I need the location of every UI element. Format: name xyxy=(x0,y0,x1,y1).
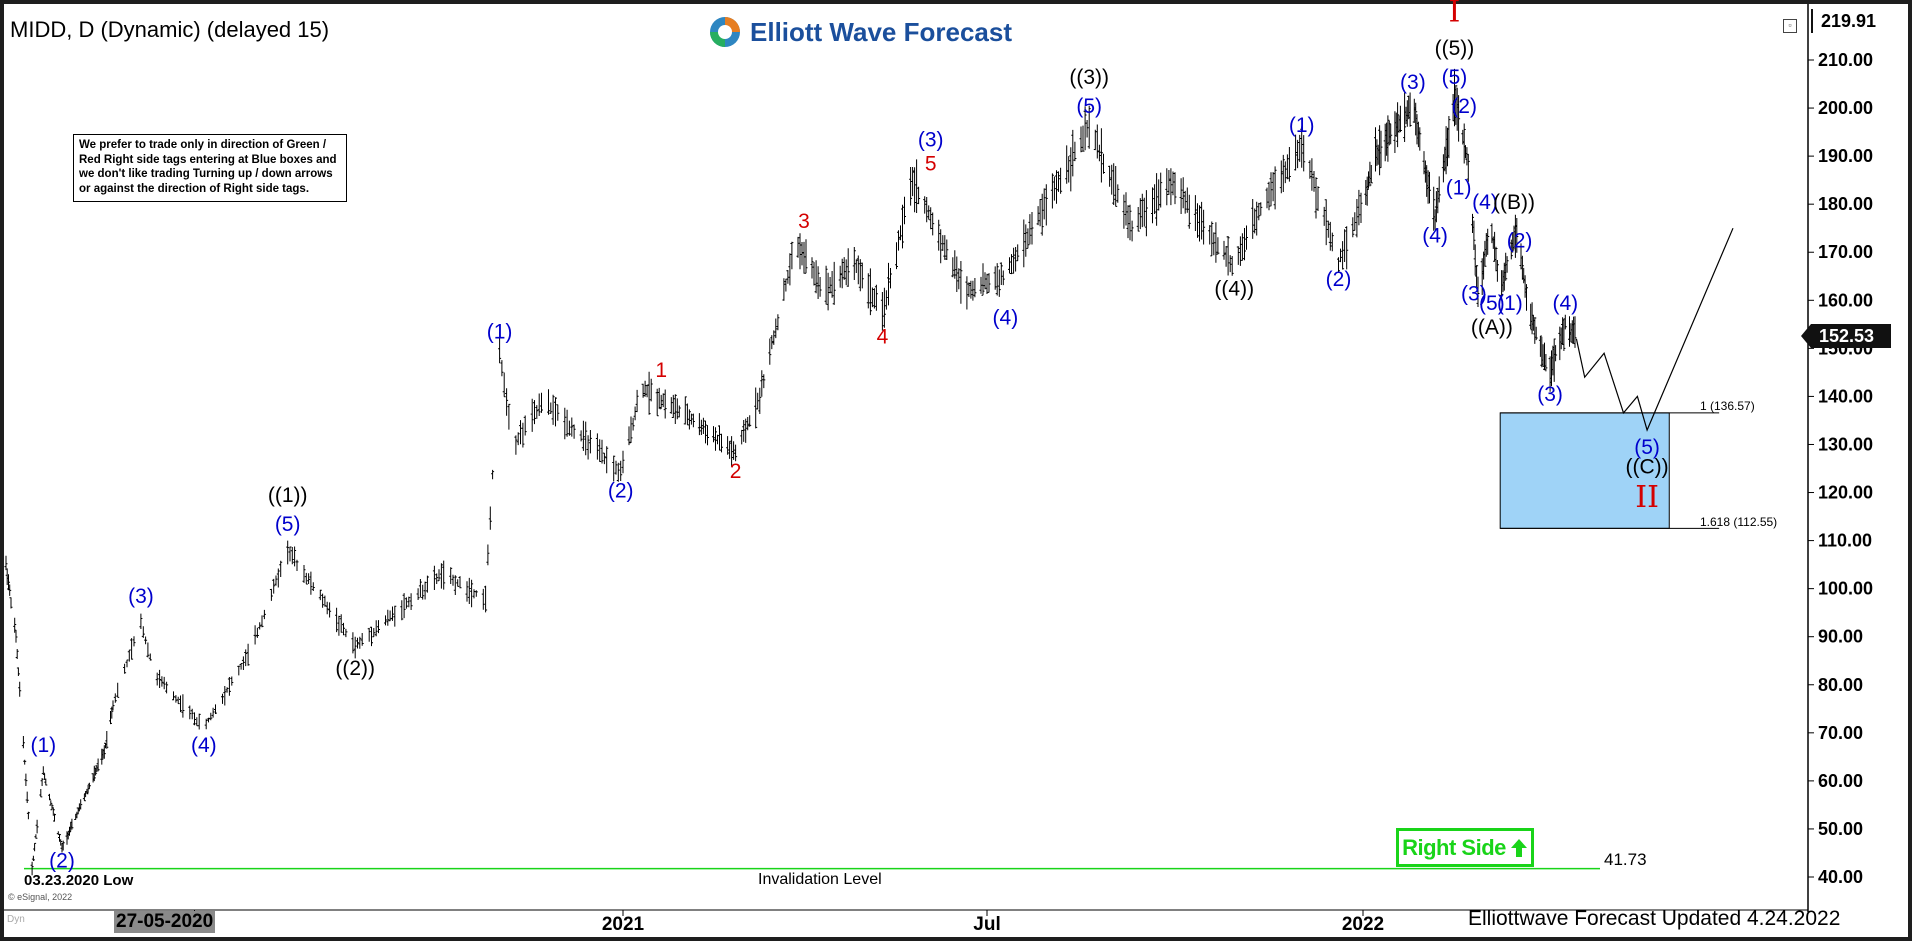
right-side-badge: Right Side xyxy=(1396,828,1534,867)
y-tick-label: 210.00 xyxy=(1818,50,1873,70)
wave-label: (3) xyxy=(1461,282,1487,305)
wave-label: 3 xyxy=(798,210,810,233)
wave-label: ((B)) xyxy=(1493,191,1535,214)
wave-label: (2) xyxy=(608,479,634,502)
wave-label: (4) xyxy=(1422,225,1448,248)
esignal-copyright: © eSignal, 2022 xyxy=(8,892,73,902)
wave-label: (3) xyxy=(1537,383,1563,406)
y-tick-label: 170.00 xyxy=(1818,242,1873,262)
brand-logo-icon xyxy=(710,17,740,47)
x-tick-label: 2022 xyxy=(1342,914,1384,935)
wave-label: 5 xyxy=(925,153,937,176)
wave-label: (1) xyxy=(30,734,56,757)
x-tick-label: 2021 xyxy=(602,914,645,935)
wave-label: (4) xyxy=(993,306,1019,329)
wave-label: (2) xyxy=(1451,95,1477,118)
wave-label: (4) xyxy=(1472,191,1498,214)
invalidation-value: 41.73 xyxy=(1604,850,1647,869)
y-tick-label: 100.00 xyxy=(1818,579,1873,599)
wave-label: 2 xyxy=(730,460,742,483)
wave-label: ((4)) xyxy=(1214,277,1254,300)
top-price-badge: 219.91 xyxy=(1811,9,1889,33)
dyn-mark: Dyn xyxy=(7,914,25,925)
wave-label: (1) xyxy=(487,321,513,344)
wave-label: (4) xyxy=(1552,292,1578,315)
invalidation-label: Invalidation Level xyxy=(758,871,882,888)
wave-label: I xyxy=(1449,0,1461,30)
right-side-label: Right Side xyxy=(1402,834,1506,860)
wave-label: (1) xyxy=(1446,177,1472,200)
fib-1-label: 1 (136.57) xyxy=(1700,399,1755,413)
y-tick-label: 130.00 xyxy=(1818,434,1873,454)
wave-label: ((A)) xyxy=(1471,316,1513,339)
y-tick-label: 190.00 xyxy=(1818,146,1873,166)
y-tick-label: 140.00 xyxy=(1818,386,1873,406)
y-tick-label: 60.00 xyxy=(1818,771,1863,791)
wave-label: (2) xyxy=(1326,268,1352,291)
low-date-label: 03.23.2020 Low xyxy=(24,872,134,889)
updated-text: Elliottwave Forecast Updated 4.24.2022 xyxy=(1468,907,1841,930)
wave-label: II xyxy=(1635,480,1659,515)
wave-label: (2) xyxy=(49,849,75,872)
wave-label: 4 xyxy=(877,326,889,349)
fib-1618-label: 1.618 (112.55) xyxy=(1700,515,1778,529)
wave-label: (3) xyxy=(1400,71,1426,94)
symbol-title: MIDD, D (Dynamic) (delayed 15) xyxy=(10,17,330,42)
y-tick-label: 160.00 xyxy=(1818,290,1873,310)
y-tick-label: 70.00 xyxy=(1818,723,1863,743)
wave-label: ((3)) xyxy=(1069,66,1109,89)
y-tick-label: 200.00 xyxy=(1818,98,1873,118)
trading-note: We prefer to trade only in direction of … xyxy=(73,134,347,202)
last-price-badge: 152.53 xyxy=(1801,324,1891,348)
y-tick-label: 110.00 xyxy=(1818,531,1872,551)
wave-label: ((5)) xyxy=(1435,37,1475,60)
wave-label: 1 xyxy=(655,359,667,382)
y-tick-label: 90.00 xyxy=(1818,627,1863,647)
y-tick-label: 180.00 xyxy=(1818,194,1873,214)
wave-label: (2) xyxy=(1507,229,1533,252)
wave-label: ((1)) xyxy=(268,484,308,507)
y-tick-label: 120.00 xyxy=(1818,483,1873,503)
x-tick-label: Jul xyxy=(973,914,1000,935)
cursor-date: 27-05-2020 xyxy=(114,911,216,933)
ohlc-bars xyxy=(4,68,1577,876)
blue-box-zone xyxy=(1499,412,1670,529)
wave-label: (5) xyxy=(1076,95,1102,118)
y-tick-label: 50.00 xyxy=(1818,819,1863,839)
wave-label: ((C)) xyxy=(1626,455,1669,478)
wave-label: ((2)) xyxy=(335,657,375,680)
wave-label: (5) xyxy=(1634,436,1660,459)
wave-label: (1) xyxy=(1497,292,1523,315)
y-tick-label: 40.00 xyxy=(1818,867,1863,887)
wave-label: (5) xyxy=(1442,66,1468,89)
up-arrow-icon xyxy=(1510,838,1527,857)
brand-name: Elliott Wave Forecast xyxy=(750,16,1012,47)
price-bars xyxy=(4,68,1577,876)
brand-logo: Elliott Wave Forecast xyxy=(708,15,1012,49)
wave-label: (4) xyxy=(191,734,217,757)
wave-label: (1) xyxy=(1289,114,1315,137)
wave-label: (5) xyxy=(1479,292,1505,315)
wave-label: (5) xyxy=(275,513,301,536)
wave-label: (3) xyxy=(918,129,944,152)
y-tick-label: 80.00 xyxy=(1818,675,1863,695)
wave-label: (3) xyxy=(128,585,154,608)
restore-window-icon[interactable]: ▫ xyxy=(1783,19,1797,33)
projection-path xyxy=(1575,227,1734,432)
